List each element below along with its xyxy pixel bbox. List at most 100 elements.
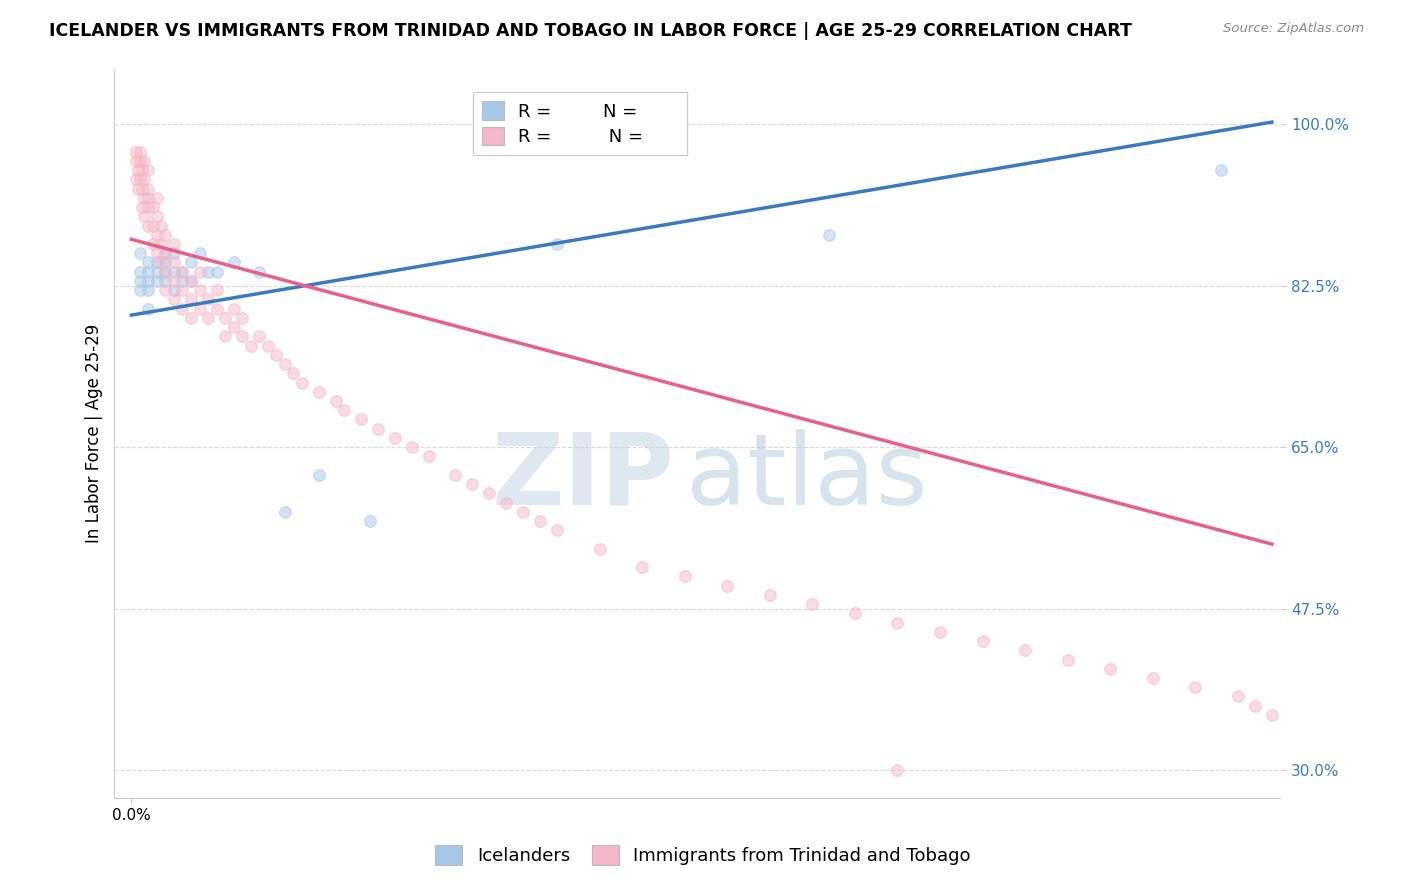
Point [972,634,994,648]
Point [155,255,177,269]
Point [129,153,152,168]
Point [150,237,173,252]
Point [131,181,153,195]
Point [844,607,866,621]
Point [1056,652,1078,666]
Point [146,227,169,242]
Point [138,219,160,233]
Point [308,384,330,399]
Point [129,145,152,159]
Point [155,246,177,260]
Point [758,588,780,602]
Point [401,440,423,454]
Point [172,283,194,297]
Point [155,274,177,288]
Text: 34: 34 [636,104,658,123]
Point [546,237,568,252]
Text: R =: R = [474,104,513,123]
Point [138,283,160,297]
Point [273,357,295,371]
Point [131,200,153,214]
Point [142,219,165,233]
Point [150,255,173,269]
Point [197,293,219,307]
Point [131,163,153,178]
Point [461,477,484,491]
Text: atlas: atlas [686,428,928,525]
Point [188,246,211,260]
Point [188,283,211,297]
Point [129,274,152,288]
Point [138,274,160,288]
Point [1014,643,1036,657]
Text: Source: ZipAtlas.com: Source: ZipAtlas.com [1223,22,1364,36]
Point [163,255,186,269]
Point [155,265,177,279]
Point [125,172,148,186]
Point [146,246,169,260]
Point [495,495,517,509]
Point [367,422,389,436]
Point [138,255,160,269]
Point [231,310,253,325]
Point [180,274,202,288]
Point [163,274,186,288]
Point [155,227,177,242]
Point [138,301,160,316]
Point [418,450,440,464]
Point [129,246,152,260]
Y-axis label: In Labor Force | Age 25-29: In Labor Force | Age 25-29 [86,324,103,543]
Point [222,320,245,334]
Point [138,181,160,195]
Point [134,153,156,168]
Point [150,219,173,233]
Point [1142,671,1164,685]
Point [214,329,236,343]
Point [529,514,551,528]
Point [222,301,245,316]
Point [138,265,160,279]
Point [886,764,908,778]
Point [1184,680,1206,694]
Point [138,163,160,178]
Point [163,237,186,252]
Point [163,293,186,307]
Point [138,191,160,205]
Point [444,467,467,482]
Point [205,301,228,316]
Point [125,153,148,168]
Point [146,274,169,288]
Text: ZIP: ZIP [491,428,673,525]
Point [146,255,169,269]
Text: 0.445: 0.445 [524,104,576,123]
Point [281,366,304,380]
Point [247,329,270,343]
Point [350,412,373,426]
Point [231,329,253,343]
Point [146,209,169,223]
Point [291,376,314,390]
Text: R =: R = [474,136,513,154]
Point [929,624,952,639]
Point [125,145,148,159]
Point [333,403,356,417]
Point [239,338,262,352]
Point [163,283,186,297]
Point [716,579,738,593]
Point [163,246,186,260]
Point [1244,698,1267,713]
Point [163,265,186,279]
Point [546,523,568,537]
Point [172,265,194,279]
Point [1226,690,1249,704]
Point [155,265,177,279]
Point [801,597,824,611]
Point [214,310,236,325]
Point [146,265,169,279]
Point [197,310,219,325]
Legend: Icelanders, Immigrants from Trinidad and Tobago: Icelanders, Immigrants from Trinidad and… [426,836,980,874]
Point [134,209,156,223]
Point [180,255,202,269]
Point [222,255,245,269]
Point [172,301,194,316]
